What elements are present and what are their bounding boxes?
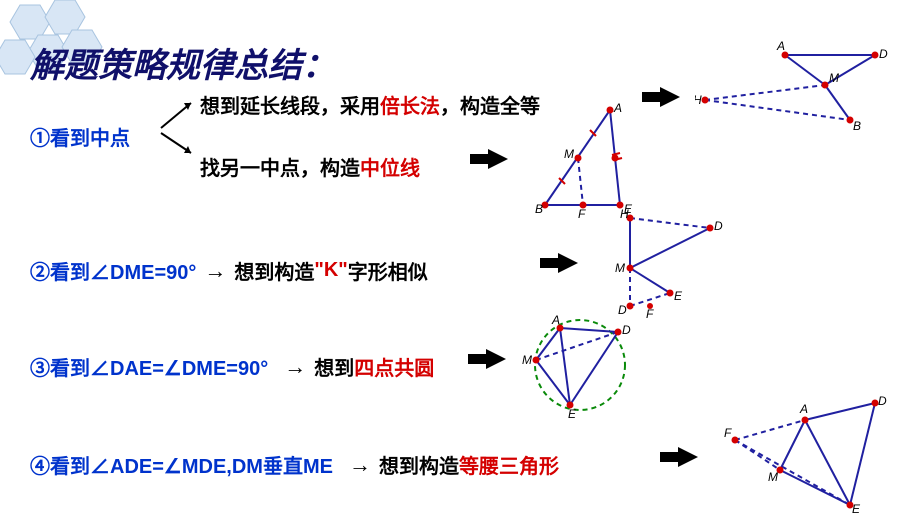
arrow-1a <box>642 87 680 107</box>
rule3: ③看到∠DAE=∠DME=90° → 想到四点共圆 <box>30 352 434 381</box>
page-title: 解题策略规律总结： <box>30 38 336 87</box>
svg-text:A: A <box>551 313 560 327</box>
svg-text:F: F <box>724 426 732 440</box>
svg-text:D: D <box>878 395 887 408</box>
svg-text:E: E <box>674 289 683 303</box>
svg-text:H: H <box>620 208 629 221</box>
svg-text:M: M <box>829 71 839 85</box>
svg-text:F: F <box>578 207 586 220</box>
svg-text:D: D <box>879 47 888 61</box>
svg-text:E: E <box>568 407 577 420</box>
svg-text:A: A <box>613 101 622 115</box>
svg-text:M: M <box>615 261 625 275</box>
svg-text:M: M <box>564 147 574 161</box>
branch-arrows <box>156 98 196 158</box>
arrow-1b <box>470 149 508 169</box>
rule1-branch1: 想到延长线段，采用倍长法，构造全等 <box>200 90 540 119</box>
diagram-1: A D M B H <box>695 40 895 130</box>
svg-text:B: B <box>535 202 543 216</box>
svg-text:M: M <box>768 470 778 484</box>
arrow-2 <box>540 253 578 273</box>
svg-text:D: D <box>714 219 723 233</box>
svg-text:A: A <box>776 40 785 53</box>
svg-text:E: E <box>852 502 861 515</box>
diagram-5: A D M E F <box>720 395 890 515</box>
diagram-2: AB EM F <box>530 100 640 220</box>
rule1-branch2: 找另一中点，构造中位线 <box>200 152 420 181</box>
svg-text:M: M <box>522 353 532 367</box>
rule1-label: ①看到中点 <box>30 122 130 151</box>
svg-text:H: H <box>695 93 702 107</box>
diagram-4: A D M E <box>520 310 640 420</box>
svg-text:A: A <box>799 402 808 416</box>
rule4: ④看到∠ADE=∠MDE,DM垂直ME → 想到构造等腰三角形 <box>30 450 559 479</box>
svg-text:F: F <box>646 307 654 318</box>
rule2: ②看到∠DME=90° → 想到构造"K"字形相似 <box>30 256 428 285</box>
svg-text:B: B <box>853 119 861 130</box>
svg-text:D: D <box>622 323 631 337</box>
diagram-3: HD ME DF <box>610 208 730 318</box>
arrow-3 <box>468 349 506 369</box>
arrow-4 <box>660 447 698 467</box>
